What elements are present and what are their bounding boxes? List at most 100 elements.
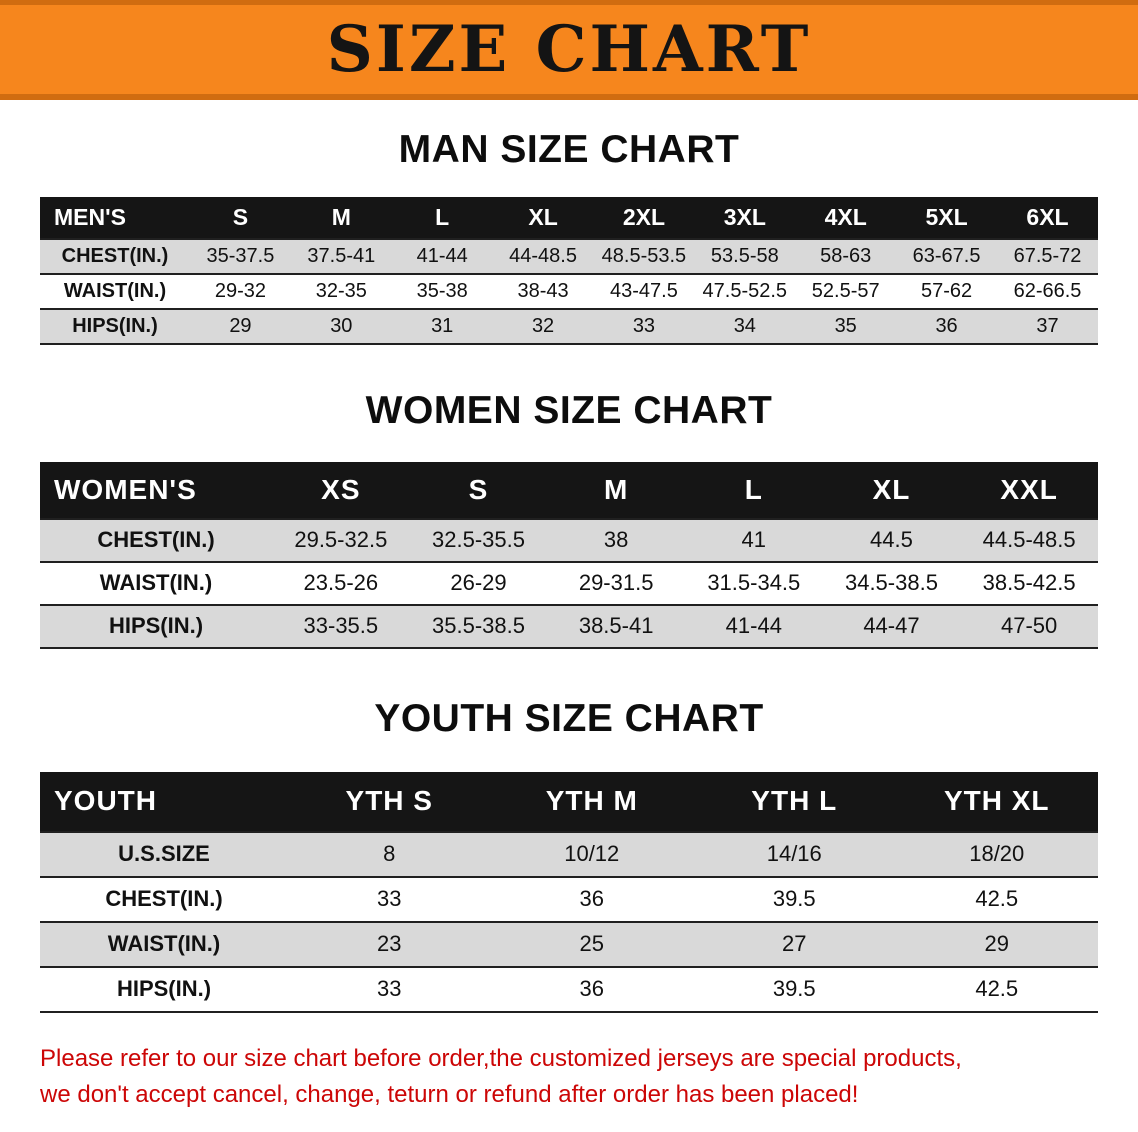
row-label-cell: CHEST(IN.) (40, 517, 272, 563)
measurement-value-cell: 41-44 (391, 237, 493, 275)
size-column-header: 2XL (593, 196, 695, 239)
measurement-value-cell: 44-48.5 (492, 237, 594, 275)
disclaimer-note: Please refer to our size chart before or… (40, 1041, 1098, 1113)
measurement-value-cell: 57-62 (896, 272, 997, 310)
measurement-value-cell: 35-37.5 (190, 237, 291, 275)
size-column-header: S (190, 196, 291, 239)
measurement-value-cell: 48.5-53.5 (593, 237, 695, 275)
measurement-value-cell: 27 (693, 920, 896, 968)
measurement-value-cell: 8 (288, 830, 491, 878)
table-header-row: YOUTH YTH S YTH M YTH L YTH XL (40, 771, 1098, 832)
size-column-header: YTH S (288, 771, 491, 832)
women-size-section: WOMEN SIZE CHART WOMEN'S XS S M L XL XXL CHEST(… (0, 389, 1138, 649)
measurement-row: WAIST(IN.) 23.5-26 26-29 29-31.5 31.5-34.5 34… (40, 560, 1098, 606)
measurement-value-cell: 29 (190, 307, 291, 345)
size-column-header: XXL (960, 461, 1098, 519)
size-chart-banner: SIZE CHART (0, 0, 1138, 100)
measurement-value-cell: 31.5-34.5 (684, 560, 823, 606)
measurement-value-cell: 41 (684, 517, 823, 563)
measurement-row: CHEST(IN.) 33 36 39.5 42.5 (40, 875, 1098, 923)
size-column-header: XS (272, 461, 410, 519)
measurement-value-cell: 39.5 (693, 875, 896, 923)
measurement-value-cell: 38 (547, 517, 685, 563)
measurement-value-cell: 44.5 (822, 517, 961, 563)
size-column-header: 5XL (896, 196, 997, 239)
measurement-value-cell: 35-38 (391, 272, 493, 310)
size-column-header: XL (822, 461, 961, 519)
size-column-header: 6XL (997, 196, 1098, 239)
measurement-value-cell: 53.5-58 (694, 237, 796, 275)
measurement-row: WAIST(IN.) 29-32 32-35 35-38 38-43 43-47.5 47.… (40, 272, 1098, 310)
row-label-cell: WAIST(IN.) (40, 272, 190, 310)
measurement-value-cell: 32-35 (290, 272, 392, 310)
size-column-header: M (290, 196, 392, 239)
measurement-value-cell: 63-67.5 (896, 237, 997, 275)
measurement-value-cell: 29 (895, 920, 1098, 968)
youth-size-table: YOUTH YTH S YTH M YTH L YTH XL U.S.SIZE 8 10/12… (40, 771, 1098, 1013)
measurement-value-cell: 33 (288, 875, 491, 923)
size-column-header: S (409, 461, 548, 519)
measurement-value-cell: 32 (492, 307, 594, 345)
measurement-row: U.S.SIZE 8 10/12 14/16 18/20 (40, 830, 1098, 878)
measurement-value-cell: 10/12 (490, 830, 693, 878)
youth-section-heading: YOUTH SIZE CHART (374, 696, 764, 740)
measurement-value-cell: 52.5-57 (795, 272, 897, 310)
measurement-value-cell: 25 (490, 920, 693, 968)
disclaimer-line-2: we don't accept cancel, change, teturn o… (40, 1080, 859, 1108)
men-section-heading: MAN SIZE CHART (398, 128, 740, 171)
disclaimer-line-1: Please refer to our size chart before or… (40, 1044, 962, 1072)
measurement-row: WAIST(IN.) 23 25 27 29 (40, 920, 1098, 968)
measurement-value-cell: 14/16 (693, 830, 896, 878)
measurement-row: CHEST(IN.) 35-37.5 37.5-41 41-44 44-48.5 48.5… (40, 237, 1098, 275)
measurement-value-cell: 29-32 (190, 272, 291, 310)
size-column-header: XL (492, 196, 594, 239)
size-column-header: 3XL (694, 196, 796, 239)
men-size-section: MAN SIZE CHART MEN'S S M L XL 2XL 3XL 4XL 5XL 6XL… (0, 128, 1138, 345)
measurement-value-cell: 23 (288, 920, 491, 968)
measurement-value-cell: 37.5-41 (290, 237, 392, 275)
measurement-value-cell: 34.5-38.5 (822, 560, 961, 606)
table-header-row: MEN'S S M L XL 2XL 3XL 4XL 5XL 6XL (40, 196, 1098, 239)
measurement-value-cell: 33 (288, 965, 491, 1013)
size-column-header: L (391, 196, 493, 239)
measurement-value-cell: 58-63 (795, 237, 897, 275)
measurement-value-cell: 37 (997, 307, 1098, 345)
measurement-value-cell: 44-47 (822, 603, 961, 649)
women-size-table: WOMEN'S XS S M L XL XXL CHEST(IN.) 29.5-32.5 32.5… (40, 461, 1098, 649)
measurement-value-cell: 38.5-42.5 (960, 560, 1098, 606)
table-title-cell: WOMEN'S (40, 461, 272, 519)
measurement-value-cell: 35 (795, 307, 897, 345)
measurement-value-cell: 36 (490, 875, 693, 923)
size-column-header: YTH XL (895, 771, 1098, 832)
banner-title: SIZE CHART (326, 11, 812, 87)
row-label-cell: WAIST(IN.) (40, 560, 272, 606)
measurement-value-cell: 29.5-32.5 (272, 517, 410, 563)
row-label-cell: CHEST(IN.) (40, 875, 288, 923)
measurement-row: CHEST(IN.) 29.5-32.5 32.5-35.5 38 41 44.5 44.5… (40, 517, 1098, 563)
measurement-value-cell: 43-47.5 (593, 272, 695, 310)
size-column-header: L (684, 461, 823, 519)
table-title-cell: MEN'S (40, 196, 190, 239)
measurement-value-cell: 30 (290, 307, 392, 345)
measurement-value-cell: 36 (896, 307, 997, 345)
size-column-header: M (547, 461, 685, 519)
row-label-cell: CHEST(IN.) (40, 237, 190, 275)
measurement-value-cell: 38.5-41 (547, 603, 685, 649)
table-title-cell: YOUTH (40, 771, 288, 832)
size-column-header: YTH L (693, 771, 896, 832)
youth-size-section: YOUTH SIZE CHART YOUTH YTH S YTH M YTH L YTH… (0, 697, 1138, 1013)
row-label-cell: HIPS(IN.) (40, 603, 272, 649)
measurement-value-cell: 29-31.5 (547, 560, 685, 606)
measurement-value-cell: 38-43 (492, 272, 594, 310)
men-size-table: MEN'S S M L XL 2XL 3XL 4XL 5XL 6XL CHEST(IN.) 35-37… (40, 196, 1098, 345)
measurement-value-cell: 47.5-52.5 (694, 272, 796, 310)
row-label-cell: WAIST(IN.) (40, 920, 288, 968)
measurement-value-cell: 33-35.5 (272, 603, 410, 649)
measurement-value-cell: 42.5 (895, 875, 1098, 923)
women-section-heading: WOMEN SIZE CHART (365, 388, 773, 432)
row-label-cell: HIPS(IN.) (40, 965, 288, 1013)
row-label-cell: HIPS(IN.) (40, 307, 190, 345)
measurement-value-cell: 41-44 (684, 603, 823, 649)
measurement-row: HIPS(IN.) 29 30 31 32 33 34 35 36 37 (40, 307, 1098, 345)
row-label-cell: U.S.SIZE (40, 830, 288, 878)
